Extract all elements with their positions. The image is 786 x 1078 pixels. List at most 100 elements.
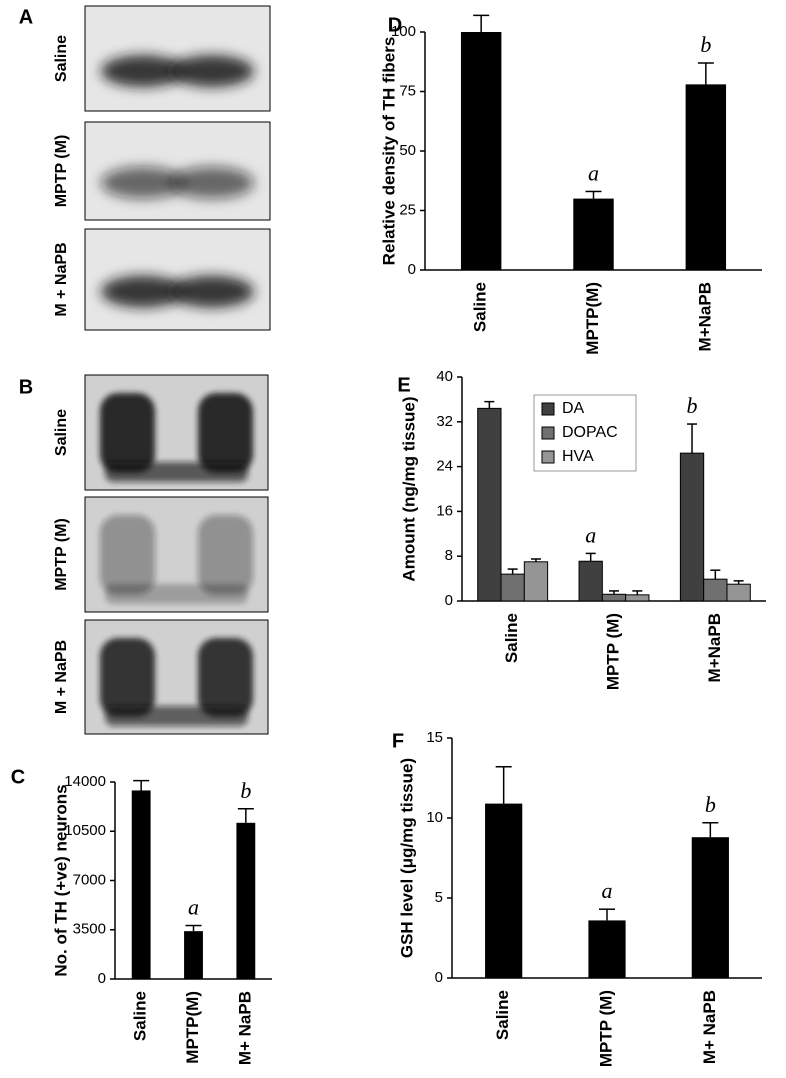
y-tick-label: 8 bbox=[445, 547, 453, 564]
y-tick-label: 14000 bbox=[64, 773, 106, 790]
y-tick-label: 16 bbox=[436, 502, 453, 519]
y-tick-label: 75 bbox=[399, 82, 416, 99]
micrograph-frame bbox=[84, 121, 271, 221]
row-label: M + NaPB bbox=[53, 640, 70, 714]
x-tick-label: MPTP (M) bbox=[603, 613, 622, 690]
micrograph bbox=[84, 619, 269, 735]
x-tick-label: M+NaPB bbox=[705, 613, 724, 682]
bar bbox=[601, 593, 627, 602]
x-tick-label: MPTP(M) bbox=[183, 991, 202, 1064]
stain bbox=[100, 638, 155, 717]
bar bbox=[588, 920, 626, 978]
x-tick-label: MPTP (M) bbox=[596, 990, 615, 1067]
x-tick-label: M+ NaPB bbox=[700, 990, 719, 1064]
legend-label: DOPAC bbox=[562, 424, 618, 441]
micrograph-frame bbox=[84, 374, 269, 491]
micrograph-frame bbox=[84, 228, 271, 331]
annotation: a bbox=[588, 161, 599, 186]
micrograph-frame bbox=[84, 496, 269, 613]
y-axis-label: No. of TH (+ve) neurons bbox=[51, 784, 70, 976]
x-tick-label: MPTP(M) bbox=[583, 282, 602, 355]
stain bbox=[100, 393, 155, 473]
y-tick-label: 0 bbox=[445, 592, 453, 609]
row-label: M + NaPB bbox=[53, 242, 70, 316]
y-tick-label: 5 bbox=[435, 889, 443, 906]
stain bbox=[101, 275, 185, 308]
bar bbox=[578, 560, 603, 602]
y-tick-label: 24 bbox=[436, 458, 453, 475]
legend-label: HVA bbox=[562, 448, 594, 465]
row-label: Saline bbox=[53, 35, 70, 82]
y-tick-label: 10 bbox=[426, 809, 443, 826]
stain bbox=[101, 55, 185, 88]
y-tick-label: 100 bbox=[391, 23, 416, 40]
annotation: b bbox=[700, 32, 711, 57]
bar bbox=[726, 583, 751, 602]
x-tick-label: Saline bbox=[131, 991, 150, 1041]
y-tick-label: 50 bbox=[399, 142, 416, 159]
bar bbox=[523, 561, 549, 602]
stain bbox=[101, 166, 185, 199]
legend-swatch bbox=[541, 450, 555, 464]
stain bbox=[105, 462, 248, 482]
row-label: MPTP (M) bbox=[53, 135, 70, 208]
panel-letter: E bbox=[397, 374, 410, 396]
micrograph-bg bbox=[85, 229, 270, 330]
row-label: Saline bbox=[53, 409, 70, 456]
micrograph bbox=[84, 374, 269, 491]
panel-letter: F bbox=[392, 730, 404, 752]
stain bbox=[105, 706, 248, 726]
micrograph bbox=[84, 228, 271, 331]
bar bbox=[685, 84, 727, 270]
stain bbox=[100, 515, 155, 595]
x-tick-label: M+NaPB bbox=[695, 282, 714, 351]
y-axis-label: GSH level (μg/mg tissue) bbox=[397, 758, 416, 958]
micrograph-bg bbox=[85, 6, 270, 111]
x-tick-label: Saline bbox=[471, 282, 490, 332]
micrograph-frame bbox=[84, 619, 269, 735]
y-tick-label: 25 bbox=[399, 201, 416, 218]
micrograph bbox=[84, 5, 271, 112]
stain bbox=[198, 638, 253, 717]
annotation: b bbox=[687, 393, 698, 418]
panel-letter: A bbox=[19, 6, 33, 28]
y-tick-label: 15 bbox=[426, 729, 443, 746]
legend-label: DA bbox=[562, 400, 585, 417]
annotation: a bbox=[585, 522, 596, 547]
micrograph bbox=[84, 121, 271, 221]
row-label: MPTP (M) bbox=[53, 518, 70, 591]
bar bbox=[573, 198, 614, 270]
annotation: a bbox=[602, 878, 613, 903]
micrograph bbox=[84, 496, 269, 613]
stain bbox=[170, 166, 254, 199]
stain bbox=[170, 275, 254, 308]
y-axis-label: Relative density of TH fibers bbox=[379, 37, 398, 266]
bar bbox=[679, 452, 705, 602]
x-tick-label: Saline bbox=[493, 990, 512, 1040]
micrograph-bg bbox=[85, 122, 270, 220]
legend-swatch bbox=[541, 402, 555, 416]
panel-letter: D bbox=[388, 14, 402, 36]
bar bbox=[703, 578, 728, 602]
panel-letter: B bbox=[19, 376, 33, 398]
stain bbox=[170, 55, 254, 88]
y-tick-label: 7000 bbox=[73, 871, 106, 888]
bar bbox=[477, 407, 502, 602]
stain bbox=[198, 393, 253, 473]
y-tick-label: 3500 bbox=[73, 921, 106, 938]
y-tick-label: 0 bbox=[435, 969, 443, 986]
bar bbox=[691, 837, 729, 978]
stain bbox=[198, 515, 253, 595]
bar bbox=[184, 931, 203, 979]
y-tick-label: 40 bbox=[436, 368, 453, 385]
y-tick-label: 0 bbox=[98, 970, 106, 987]
annotation: b bbox=[240, 778, 251, 803]
stain bbox=[105, 584, 248, 604]
bar bbox=[460, 32, 502, 270]
annotation: b bbox=[705, 792, 716, 817]
bar bbox=[625, 594, 650, 602]
bar bbox=[500, 573, 525, 602]
x-tick-label: Saline bbox=[502, 613, 521, 663]
bar bbox=[485, 803, 523, 978]
